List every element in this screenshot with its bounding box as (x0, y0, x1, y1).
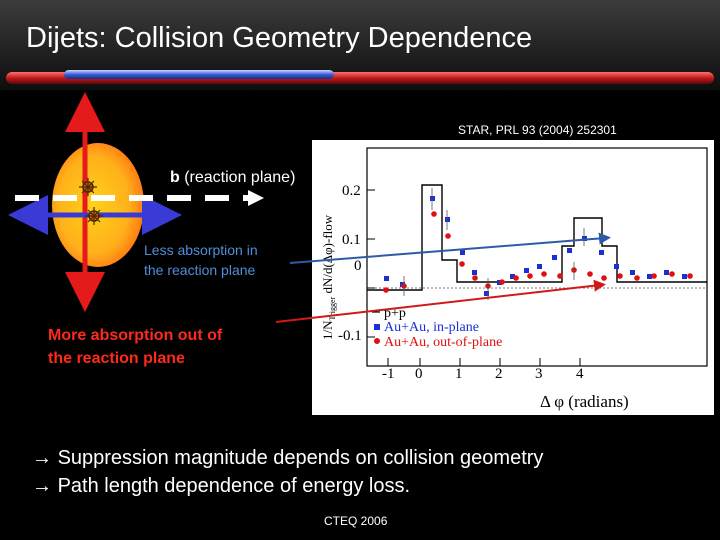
slide-title: Dijets: Collision Geometry Dependence (26, 22, 533, 54)
xtick: 0 (415, 366, 423, 382)
less-absorption-label: Less absorption in the reaction plane (144, 242, 258, 278)
arrow-icon: → (32, 447, 52, 469)
plot-ylabel: 1/NTrigger dN/d(Δφ)-flow (320, 214, 337, 340)
ytick: 0.2 (342, 183, 361, 199)
citation: STAR, PRL 93 (2004) 252301 (458, 123, 617, 137)
xtick: -1 (382, 366, 395, 382)
legend-pp: p+p (384, 306, 406, 321)
bullet-list: → Suppression magnitude depends on colli… (32, 444, 543, 500)
bullet-item: → Suppression magnitude depends on colli… (32, 447, 544, 469)
pp-series-line (367, 184, 707, 291)
reaction-plane-label: b (reaction plane) (170, 169, 296, 186)
arrow-icon: → (32, 475, 52, 497)
collision-star-icon (85, 207, 103, 225)
overlap-ellipse (52, 143, 144, 267)
dijet-correlation-plot: 0.2 0.1 0 -0.1 -1 0 1 2 3 4 (312, 140, 714, 415)
collision-star-icon (79, 178, 97, 196)
xtick: 1 (455, 366, 463, 382)
xtick: 2 (495, 366, 503, 382)
plot-panel: 0.2 0.1 0 -0.1 -1 0 1 2 3 4 (312, 140, 714, 415)
more-absorption-label: More absorption out of the reaction plan… (48, 327, 223, 367)
bullet-item: → Path length dependence of energy loss. (32, 475, 411, 497)
footer-text: CTEQ 2006 (324, 514, 388, 528)
ytick: -0.1 (338, 328, 362, 344)
xtick: 3 (535, 366, 543, 382)
ytick: 0.1 (342, 232, 361, 248)
legend-out-of-plane: Au+Au, out-of-plane (384, 335, 502, 350)
legend-in-plane: Au+Au, in-plane (384, 320, 479, 335)
title-bar: Dijets: Collision Geometry Dependence (0, 0, 720, 90)
plot-xlabel: Δ φ (radians) (540, 392, 629, 411)
xtick: 4 (576, 366, 584, 382)
ytick: 0 (354, 258, 362, 274)
title-underline (6, 70, 714, 84)
